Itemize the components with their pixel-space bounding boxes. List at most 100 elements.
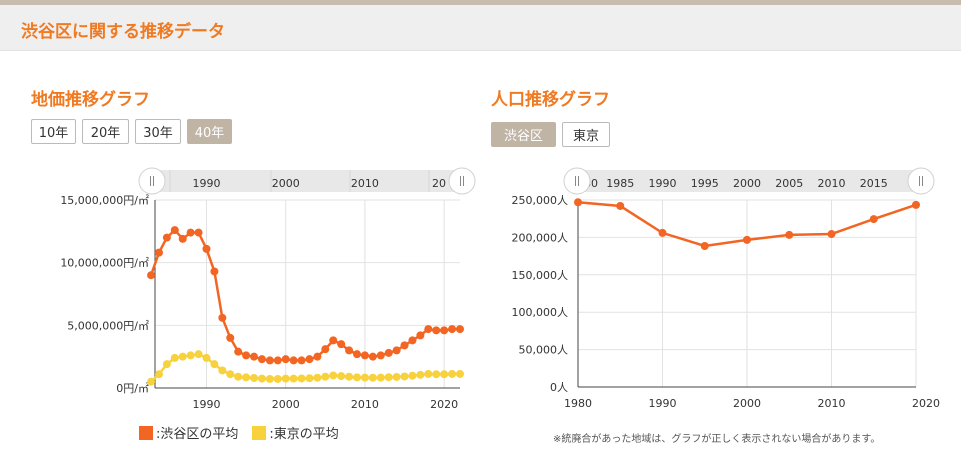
land-point-shibuya bbox=[162, 233, 171, 242]
pop-point bbox=[785, 230, 794, 239]
land-point-tokyo bbox=[170, 353, 179, 362]
land-point-shibuya bbox=[329, 336, 338, 345]
land-point-tokyo bbox=[210, 360, 219, 369]
land-point-shibuya bbox=[218, 313, 227, 322]
land-point-tokyo bbox=[321, 372, 330, 381]
land-point-tokyo bbox=[257, 374, 266, 383]
pop-navigator-label: 1995 bbox=[691, 177, 719, 190]
land-point-tokyo bbox=[440, 370, 449, 379]
land-x-tick-label: 2020 bbox=[430, 398, 458, 411]
land-point-shibuya bbox=[147, 271, 156, 280]
land-point-shibuya bbox=[186, 228, 195, 237]
land-point-tokyo bbox=[424, 369, 433, 378]
page-title: 渋谷区に関する推移データ bbox=[21, 22, 225, 42]
pop-point bbox=[743, 235, 751, 244]
header-divider bbox=[0, 50, 961, 51]
legend-swatch-shibuya bbox=[139, 425, 153, 440]
land-point-shibuya bbox=[226, 333, 235, 342]
land-point-shibuya bbox=[448, 325, 457, 334]
land-point-tokyo bbox=[313, 373, 322, 382]
pop-point bbox=[827, 230, 836, 239]
land-y-tick-label: 0円/㎡ bbox=[116, 382, 149, 395]
land-point-shibuya bbox=[345, 346, 354, 355]
land-point-tokyo bbox=[400, 372, 409, 381]
land-point-shibuya bbox=[400, 341, 409, 350]
range-40y-button[interactable]: 40年 bbox=[187, 119, 232, 144]
land-navigator bbox=[153, 170, 462, 192]
land-navigator-label: 2000 bbox=[272, 177, 300, 190]
pop-x-tick-label: 1990 bbox=[649, 397, 677, 410]
top-accent-bar bbox=[0, 0, 961, 5]
pop-y-tick-label: 0人 bbox=[550, 381, 568, 394]
pop-point bbox=[658, 228, 667, 237]
pop-y-tick-label: 50,000人 bbox=[519, 344, 569, 357]
land-point-tokyo bbox=[194, 350, 203, 359]
land-x-tick-label: 1990 bbox=[192, 398, 220, 411]
land-point-tokyo bbox=[281, 374, 290, 383]
pop-y-tick-label: 250,000人 bbox=[512, 194, 569, 207]
pop-navigator-label: 2000 bbox=[733, 177, 761, 190]
pop-x-tick-label: 2000 bbox=[733, 397, 761, 410]
pop-point bbox=[869, 215, 878, 224]
land-point-shibuya bbox=[376, 351, 385, 360]
pop-y-tick-label: 150,000人 bbox=[512, 269, 569, 282]
land-point-shibuya bbox=[265, 356, 274, 365]
land-point-shibuya bbox=[297, 356, 306, 365]
land-point-tokyo bbox=[147, 377, 156, 386]
area-tokyo-button[interactable]: 東京 bbox=[562, 122, 610, 147]
legend-item-shibuya[interactable]: :渋谷区の平均 bbox=[139, 423, 238, 442]
land-point-tokyo bbox=[408, 371, 417, 380]
range-30y-button[interactable]: 30年 bbox=[135, 119, 181, 144]
land-point-shibuya bbox=[337, 340, 346, 349]
area-shibuya-button[interactable]: 渋谷区 bbox=[491, 122, 556, 147]
land-point-shibuya bbox=[416, 331, 425, 340]
land-point-tokyo bbox=[456, 369, 464, 378]
range-20y-button[interactable]: 20年 bbox=[82, 119, 129, 144]
legend-item-tokyo[interactable]: :東京の平均 bbox=[252, 423, 339, 442]
land-point-shibuya bbox=[250, 352, 259, 361]
land-point-tokyo bbox=[186, 351, 195, 360]
pop-navigator-left-handle bbox=[563, 167, 591, 195]
land-point-tokyo bbox=[376, 373, 385, 382]
land-point-shibuya bbox=[368, 352, 377, 361]
land-point-tokyo bbox=[305, 374, 314, 383]
land-point-shibuya bbox=[194, 228, 203, 237]
pop-navigator-label: 2015 bbox=[860, 177, 888, 190]
land-point-tokyo bbox=[337, 372, 346, 381]
land-price-legend: :渋谷区の平均 :東京の平均 bbox=[139, 423, 353, 442]
land-point-tokyo bbox=[154, 370, 163, 379]
land-point-shibuya bbox=[384, 348, 393, 357]
land-point-tokyo bbox=[448, 369, 457, 378]
land-price-title: 地価推移グラフ bbox=[31, 90, 150, 110]
pop-navigator-label: 1985 bbox=[606, 177, 634, 190]
land-point-shibuya bbox=[234, 347, 243, 356]
land-y-tick-label: 10,000,000円/㎡ bbox=[60, 257, 149, 270]
population-title: 人口推移グラフ bbox=[491, 90, 610, 110]
land-point-tokyo bbox=[432, 370, 441, 379]
land-point-shibuya bbox=[170, 226, 179, 235]
land-point-tokyo bbox=[202, 353, 211, 362]
land-y-tick-label: 15,000,000円/㎡ bbox=[60, 194, 149, 207]
land-point-tokyo bbox=[297, 374, 306, 383]
pop-navigator bbox=[575, 170, 921, 192]
land-point-shibuya bbox=[257, 355, 266, 364]
legend-label-shibuya: :渋谷区の平均 bbox=[156, 427, 239, 442]
population-note: ※統廃合があった地域は、グラフが正しく表示されない場合があります。 bbox=[553, 434, 881, 445]
land-point-shibuya bbox=[392, 346, 401, 355]
pop-point bbox=[616, 201, 625, 210]
land-point-shibuya bbox=[456, 325, 464, 334]
pop-point bbox=[912, 200, 920, 209]
land-navigator-label: 2010 bbox=[351, 177, 379, 190]
land-point-shibuya bbox=[432, 326, 441, 335]
land-point-tokyo bbox=[329, 371, 338, 380]
pop-x-tick-label: 2010 bbox=[818, 397, 846, 410]
range-10y-button[interactable]: 10年 bbox=[31, 119, 76, 144]
land-point-tokyo bbox=[178, 352, 187, 361]
land-point-shibuya bbox=[313, 352, 322, 361]
land-point-shibuya bbox=[321, 345, 330, 354]
land-point-shibuya bbox=[408, 336, 417, 345]
land-point-shibuya bbox=[360, 351, 369, 360]
pop-point bbox=[700, 242, 709, 251]
land-point-shibuya bbox=[281, 355, 290, 364]
